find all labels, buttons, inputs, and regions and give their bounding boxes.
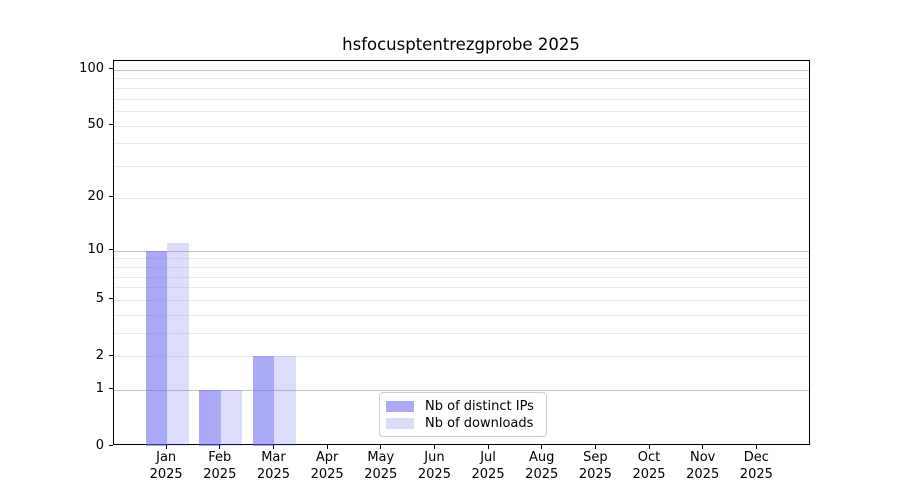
- x-tick-mark: [165, 445, 167, 449]
- x-tick-label: Sep 2025: [578, 450, 612, 482]
- chart-title: hsfocusptentrezgprobe 2025: [342, 35, 580, 54]
- x-tick-mark: [702, 445, 704, 449]
- legend-item-distinct-ips: Nb of distinct IPs: [386, 398, 538, 414]
- x-tick-label: Feb 2025: [203, 450, 237, 482]
- gridline-minor: [113, 299, 809, 301]
- gridline-major: [113, 250, 809, 252]
- legend-item-downloads: Nb of downloads: [386, 415, 538, 431]
- gridline-minor: [113, 143, 809, 145]
- gridline-minor: [113, 110, 809, 112]
- x-tick-label: Apr 2025: [310, 450, 344, 482]
- bar: [145, 250, 168, 446]
- gridline-minor: [113, 287, 809, 289]
- x-tick-mark: [272, 445, 274, 449]
- x-tick-label: Jan 2025: [149, 450, 183, 482]
- x-tick-mark: [541, 445, 543, 449]
- bar: [274, 356, 296, 446]
- y-tick-mark: [108, 196, 113, 198]
- gridline-minor: [113, 333, 809, 334]
- y-tick-label: 1: [95, 381, 104, 396]
- x-tick-label: Dec 2025: [739, 450, 773, 482]
- y-tick-label: 0: [95, 437, 104, 453]
- bar: [199, 389, 221, 446]
- y-tick-label: 50: [87, 117, 104, 132]
- gridline-minor: [113, 87, 809, 89]
- x-tick-label: May 2025: [364, 450, 398, 482]
- x-tick-label: Mar 2025: [256, 450, 290, 482]
- x-tick-label: Nov 2025: [686, 450, 720, 482]
- gridline-minor: [113, 356, 809, 358]
- gridline-minor: [113, 166, 809, 168]
- x-tick-mark: [219, 445, 221, 449]
- bar: [220, 389, 243, 446]
- x-tick-label: Jul 2025: [471, 450, 505, 482]
- gridline-major: [113, 69, 809, 71]
- y-tick-mark: [108, 68, 113, 70]
- y-tick-label: 5: [95, 291, 104, 307]
- y-tick-mark: [108, 388, 113, 389]
- plot-area: [112, 60, 810, 446]
- y-tick-mark: [108, 124, 113, 125]
- gridline-minor: [113, 197, 809, 199]
- x-tick-mark: [380, 445, 382, 449]
- y-tick-mark: [108, 444, 113, 446]
- legend-label-downloads: Nb of downloads: [425, 415, 534, 431]
- x-tick-mark: [487, 445, 489, 449]
- legend: Nb of distinct IPs Nb of downloads: [379, 392, 547, 437]
- x-tick-label: Jun 2025: [417, 450, 451, 482]
- x-tick-mark: [594, 445, 596, 449]
- y-tick-label: 100: [79, 61, 104, 77]
- bar: [167, 243, 189, 446]
- legend-swatch-distinct-ips: [386, 400, 414, 412]
- y-tick-label: 20: [87, 189, 104, 205]
- gridline-minor: [113, 266, 809, 268]
- x-tick-mark: [755, 445, 757, 449]
- x-tick-label: Oct 2025: [632, 450, 666, 482]
- x-tick-mark: [648, 445, 650, 449]
- gridline-minor: [113, 258, 809, 260]
- gridline-minor: [113, 314, 809, 316]
- legend-swatch-downloads: [386, 417, 414, 429]
- x-tick-label: Aug 2025: [525, 450, 559, 482]
- y-tick-label: 10: [87, 242, 104, 258]
- y-tick-mark: [108, 298, 113, 300]
- bar: [253, 356, 275, 446]
- y-tick-mark: [108, 249, 113, 251]
- y-tick-label: 2: [95, 347, 104, 363]
- y-tick-mark: [108, 354, 113, 356]
- gridline-major: [113, 389, 809, 391]
- gridline-minor: [113, 125, 809, 127]
- gridline-minor: [113, 78, 809, 80]
- legend-label-distinct-ips: Nb of distinct IPs: [425, 398, 534, 414]
- x-tick-mark: [326, 445, 328, 449]
- gridline-minor: [113, 276, 809, 278]
- gridline-minor: [113, 98, 809, 100]
- x-tick-mark: [433, 445, 435, 449]
